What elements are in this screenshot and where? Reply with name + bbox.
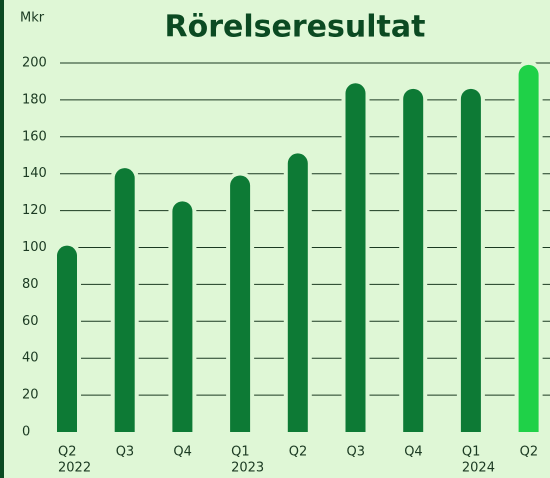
bar bbox=[110, 164, 139, 436]
y-tick-label: 0 bbox=[22, 425, 30, 440]
y-tick-label: 120 bbox=[22, 203, 47, 218]
bar bbox=[53, 241, 81, 436]
bar bbox=[399, 84, 428, 436]
bar bbox=[514, 60, 543, 436]
x-tick-label: Q2 bbox=[520, 445, 539, 460]
bar bbox=[341, 79, 370, 436]
chart-title: Rörelseresultat bbox=[165, 10, 426, 45]
y-tick-label: 200 bbox=[22, 56, 47, 71]
y-axis-label: Mkr bbox=[20, 11, 45, 26]
bar bbox=[168, 197, 197, 436]
x-tick-label: 2024 bbox=[462, 461, 495, 476]
bar bbox=[226, 171, 255, 436]
x-tick-label: Q3 bbox=[347, 445, 366, 460]
bar bbox=[456, 84, 485, 436]
y-tick-label: 20 bbox=[22, 388, 39, 403]
x-tick-label: Q2 bbox=[289, 445, 308, 460]
y-tick-label: 180 bbox=[22, 92, 47, 107]
y-tick-label: 140 bbox=[22, 166, 47, 181]
bar bbox=[283, 149, 312, 436]
y-tick-label: 160 bbox=[22, 129, 47, 144]
x-tick-label: Q1 bbox=[462, 445, 481, 460]
x-tick-label: Q2 bbox=[58, 445, 77, 460]
y-tick-label: 60 bbox=[22, 314, 39, 329]
x-tick-label: Q4 bbox=[173, 445, 192, 460]
y-tick-label: 40 bbox=[22, 351, 39, 366]
x-tick-label: Q1 bbox=[231, 445, 250, 460]
left-strip bbox=[0, 0, 4, 478]
x-tick-label: Q3 bbox=[116, 445, 135, 460]
x-tick-label: 2022 bbox=[58, 461, 91, 476]
x-tick-label: 2023 bbox=[231, 461, 264, 476]
y-tick-label: 80 bbox=[22, 277, 39, 292]
x-tick-label: Q4 bbox=[404, 445, 423, 460]
y-tick-label: 100 bbox=[22, 240, 47, 255]
